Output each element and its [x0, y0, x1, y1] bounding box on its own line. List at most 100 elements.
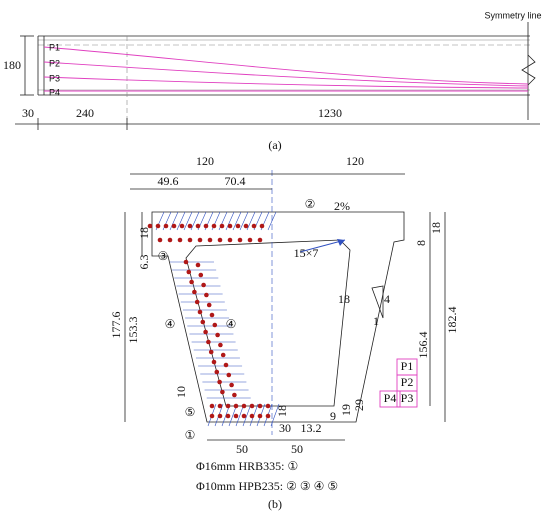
height-dim: 180 [3, 58, 21, 72]
rebar [194, 299, 200, 305]
rebar [179, 223, 185, 229]
dim: 156.4 [416, 332, 430, 359]
rebar [197, 237, 203, 243]
dim: 240 [76, 106, 94, 120]
symmetry-label: Symmetry line [484, 10, 541, 20]
tendon-box: P4 [384, 391, 397, 405]
rebar [249, 413, 255, 419]
callout: ⑤ [185, 405, 196, 419]
tendon-label: P2 [49, 58, 60, 68]
rebar [186, 269, 192, 275]
rebar [232, 392, 237, 398]
dim: 182.4 [445, 307, 459, 334]
dim: 120 [346, 154, 364, 168]
rebar [217, 237, 223, 243]
rebar [187, 237, 193, 243]
rebar [215, 332, 220, 338]
dim: 13.2 [301, 421, 322, 435]
rebar [201, 282, 206, 288]
rebar [243, 223, 249, 229]
rebar [247, 237, 253, 243]
rebar [220, 389, 225, 395]
dim: 6.3 [137, 255, 151, 270]
dim: 8 [414, 240, 428, 246]
rebar [208, 349, 214, 355]
rebar [192, 289, 197, 295]
callout: ④ [165, 317, 176, 331]
dim: 120 [196, 154, 214, 168]
rebar [211, 223, 217, 229]
rebar [187, 223, 193, 229]
tendon-box: P3 [401, 391, 414, 405]
slope: 2% [334, 199, 350, 213]
rebar [206, 339, 211, 345]
rebar [257, 413, 263, 419]
rebar [209, 403, 215, 409]
rebar [237, 237, 243, 243]
rebar [155, 223, 161, 229]
rebar [265, 403, 271, 409]
rebar [259, 223, 265, 229]
rebar [225, 413, 231, 419]
rebar [226, 372, 232, 378]
rebar [241, 403, 247, 409]
cross-section [124, 170, 446, 441]
dim: 10 [174, 386, 188, 398]
dim: 70.4 [225, 174, 246, 188]
rebar [177, 237, 183, 243]
web-thickness: 18 [338, 292, 350, 306]
rebar [229, 382, 234, 388]
rebar [251, 223, 257, 229]
strand: 15×7 [294, 246, 319, 260]
slope-ratio: 1 [373, 314, 379, 328]
dim: 50 [291, 442, 303, 456]
dim: 30 [279, 421, 291, 435]
callout: ④ [226, 317, 237, 331]
rebar [227, 237, 233, 243]
rebar [249, 403, 255, 409]
dim: 18 [275, 405, 289, 417]
rebar [207, 237, 213, 243]
tendon-label: P1 [49, 42, 60, 52]
dim: 9 [330, 409, 336, 423]
rebar [163, 223, 169, 229]
caption: (b) [268, 497, 282, 511]
tendon-box: P2 [401, 375, 414, 389]
dim: 18 [429, 222, 443, 234]
dim: 18 [137, 227, 151, 239]
rebar [257, 237, 263, 243]
rebar [209, 413, 215, 419]
rebar [217, 379, 222, 385]
rebar [223, 362, 229, 368]
rebar [167, 237, 173, 243]
rebar [197, 309, 203, 315]
rebar [220, 352, 226, 358]
rebar [257, 403, 263, 409]
callout: ② [305, 197, 316, 211]
rebar [214, 369, 220, 375]
rebar [235, 223, 241, 229]
rebar [157, 237, 163, 243]
tendon-label: P3 [49, 73, 60, 83]
rebar [211, 359, 217, 365]
rebar [203, 329, 208, 335]
rebar [189, 279, 194, 285]
tendon-box: P1 [401, 359, 414, 373]
rebar [241, 413, 247, 419]
rebar [206, 302, 212, 308]
slope-ratio: 4 [384, 292, 390, 306]
legend: Φ16mm HRB335: ① [196, 459, 298, 473]
rebar [171, 223, 177, 229]
rebar [183, 259, 189, 265]
rebar [217, 413, 223, 419]
rebar [217, 403, 223, 409]
rebar [219, 223, 225, 229]
dim: 49.6 [158, 174, 179, 188]
rebar [265, 413, 271, 419]
rebar [203, 223, 209, 229]
tendon-label: P4 [49, 87, 60, 97]
dim: 30 [22, 106, 34, 120]
rebar-dots [147, 223, 271, 419]
rebar [198, 272, 204, 278]
callout: ① [185, 428, 196, 442]
